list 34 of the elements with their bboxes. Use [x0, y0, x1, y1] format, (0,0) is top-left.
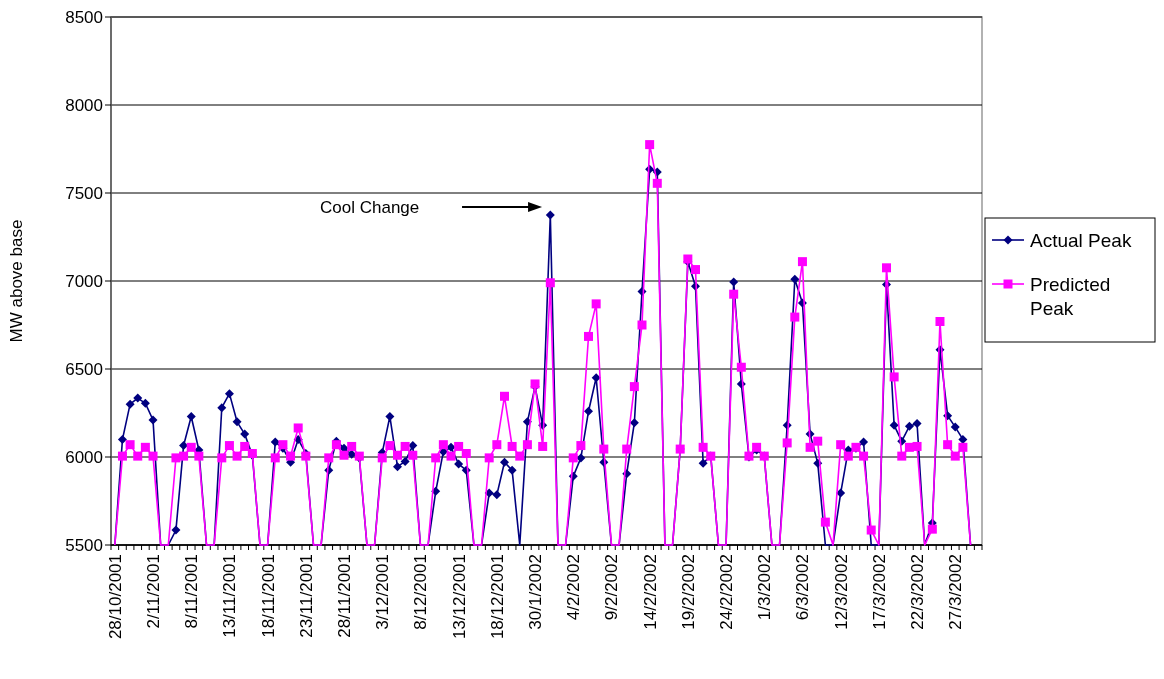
x-tick-label: 12/3/2002 — [831, 554, 851, 630]
x-tick-label: 13/12/2001 — [449, 554, 469, 640]
legend-label: Actual Peak — [1030, 229, 1132, 251]
annotation: Cool Change — [320, 197, 420, 217]
x-tick-label: 30/1/2002 — [525, 554, 545, 630]
y-tick-label: 6000 — [65, 447, 103, 467]
x-tick-label: 27/3/2002 — [946, 554, 966, 630]
x-tick-label: 9/2/2002 — [602, 554, 622, 621]
x-tick-label: 14/2/2002 — [640, 554, 660, 630]
x-tick-label: 8/11/2001 — [182, 554, 202, 629]
y-tick-label: 5500 — [65, 535, 103, 555]
x-tick-label: 22/3/2002 — [908, 554, 928, 630]
x-tick-label: 23/11/2001 — [296, 554, 316, 638]
y-tick-label: 7500 — [65, 183, 103, 203]
x-tick-label: 6/3/2002 — [793, 554, 813, 621]
y-axis-title: MW above base — [7, 219, 26, 343]
x-tick-label: 4/2/2002 — [564, 554, 584, 621]
x-tick-label: 19/2/2002 — [678, 554, 698, 630]
x-tick-label: 8/12/2001 — [411, 554, 431, 630]
x-tick-label: 28/11/2001 — [334, 554, 354, 638]
x-tick-label: 24/2/2002 — [717, 554, 736, 630]
x-tick-label: 3/12/2001 — [373, 554, 393, 630]
x-tick-label: 1/3/2002 — [755, 554, 775, 621]
x-tick-label: 2/11/2001 — [143, 554, 163, 629]
x-tick-label: 13/11/2001 — [220, 554, 240, 638]
y-tick-label: 8500 — [65, 7, 103, 27]
x-tick-label: 17/3/2002 — [869, 554, 889, 630]
y-tick-label: 6500 — [65, 359, 103, 379]
legend-label: Predicted Peak — [1030, 273, 1111, 319]
x-tick-label: 28/10/2001 — [105, 554, 125, 640]
x-tick-label: 18/12/2001 — [487, 554, 507, 640]
y-tick-label: 7000 — [65, 271, 103, 291]
y-tick-label: 8000 — [65, 95, 103, 115]
x-tick-label: 18/11/2001 — [258, 554, 278, 638]
